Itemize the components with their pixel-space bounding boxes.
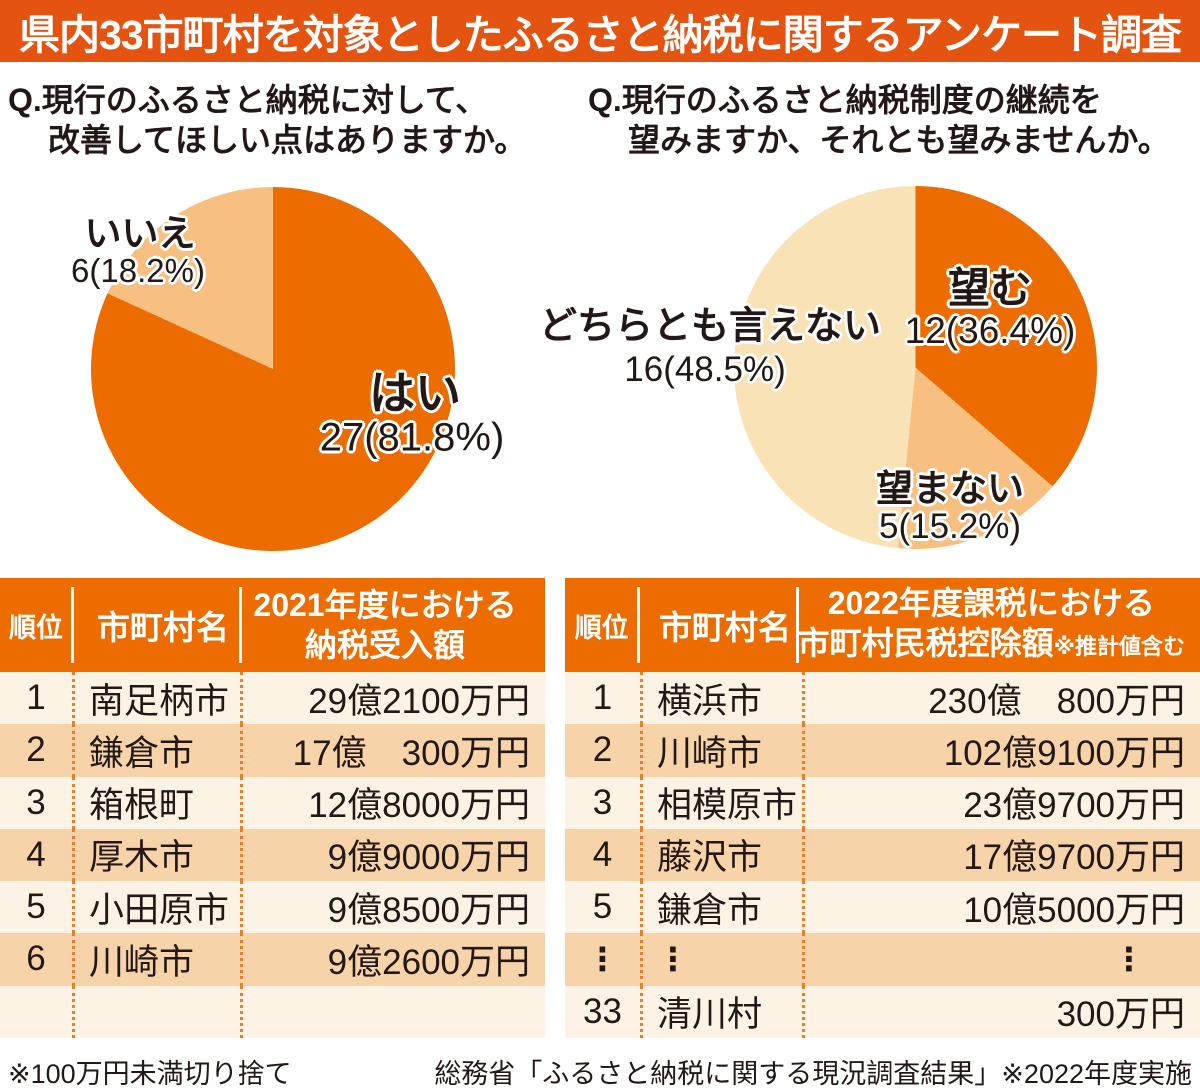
name-cell: 小田原市 <box>72 881 240 934</box>
continuation-pie <box>734 186 1097 549</box>
rank-cell: 4 <box>26 834 46 874</box>
table-row: 1 南足柄市 29億2100万円 <box>0 672 545 725</box>
table-row: 3 相模原市 23億9700万円 <box>565 776 1200 829</box>
footer-rounding-note: ※100万円未満切り捨て <box>8 1058 292 1089</box>
value-cell: 102億9100万円 <box>802 724 1200 777</box>
value-cell: 17億9700万円 <box>802 828 1200 882</box>
name-cell: 鎌倉市 <box>640 881 802 934</box>
table-2022-header-row: 順位 市町村名 2022年度課税における 市町村民税控除額※推計値含む <box>565 578 1200 672</box>
rank-header-cell: 順位 <box>9 612 63 643</box>
municipality-header-cell: 市町村名 <box>70 578 240 672</box>
page-title: 県内33市町村を対象としたふるさと納税に関するアンケート調査 <box>19 12 1182 58</box>
table-row: 3 箱根町 12億8000万円 <box>0 776 545 829</box>
value-header-line2: 納税受入額 <box>304 627 465 663</box>
rank-cell: ⋮ <box>586 941 619 978</box>
name-cell: 鎌倉市 <box>72 724 240 777</box>
question-continuation-line2: 望みますか、それとも望みませんか。 <box>628 122 1170 158</box>
table-row-continuation <box>0 985 545 1038</box>
table-2022-deductions: 順位 市町村名 2022年度課税における 市町村民税控除額※推計値含む 1 横浜… <box>565 578 1200 1038</box>
table-row: 4 藤沢市 17億9700万円 <box>565 828 1200 882</box>
rank-header-cell: 順位 <box>574 612 629 643</box>
table-row: 1 横浜市 230億 800万円 <box>565 672 1200 725</box>
table-row-ellipsis: ⋮ ⋮ ⋮ <box>565 933 1200 986</box>
municipality-header-cell: 市町村名 <box>637 578 798 672</box>
value-header-cell: 2022年度課税における 市町村民税控除額※推計値含む <box>796 578 1200 672</box>
name-cell: 横浜市 <box>640 672 802 725</box>
table-row: 2 鎌倉市 17億 300万円 <box>0 724 545 777</box>
rank-cell: 4 <box>592 834 613 874</box>
value-header-line2-main: 市町村民税控除額 <box>797 625 1054 661</box>
improvement-slice-no-label: いいえ <box>84 213 196 254</box>
rank-cell: 33 <box>583 991 622 1031</box>
question-continuation: Q.現行のふるさと納税制度の継続を 望みますか、それとも望みませんか。 <box>588 80 1200 160</box>
improvement-slice-no-value: 6(18.2%) <box>71 252 205 289</box>
value-cell <box>240 985 545 1038</box>
rank-cell: 6 <box>26 939 46 979</box>
rank-cell: 1 <box>26 678 46 718</box>
question-improvement-line2: 改善してほしい点はありますか。 <box>48 122 527 158</box>
name-cell <box>72 985 240 1038</box>
name-cell: ⋮ <box>640 933 802 986</box>
name-cell: 箱根町 <box>72 776 240 829</box>
continuation-slice-wish-value: 12(36.4%) <box>904 310 1076 351</box>
value-header-note: ※推計値含む <box>1053 634 1185 659</box>
table-row: 33 清川村 300万円 <box>565 985 1200 1038</box>
footer-source-note: 総務省「ふるさと納税に関する現況調査結果」※2022年度実施 <box>434 1058 1192 1089</box>
rank-cell: 5 <box>26 887 46 927</box>
value-header-cell: 2021年度における 納税受入額 <box>238 578 545 672</box>
value-cell: 17億 300万円 <box>240 724 545 777</box>
name-cell: 川崎市 <box>72 933 240 986</box>
rank-cell: 3 <box>26 782 46 822</box>
value-cell: 9億9000万円 <box>240 828 545 882</box>
improvement-slice-yes-label: はい <box>369 367 461 419</box>
continuation-slice-neither-label: どちらとも言えない <box>538 305 882 348</box>
table-row: 6 川崎市 9億2600万円 <box>0 933 545 986</box>
table-row: 2 川崎市 102億9100万円 <box>565 724 1200 777</box>
value-header-line1: 2022年度課税における <box>827 585 1155 621</box>
table-row: 5 小田原市 9億8500万円 <box>0 881 545 934</box>
name-cell: 藤沢市 <box>640 828 802 882</box>
name-cell: 清川村 <box>640 985 802 1038</box>
value-cell: 29億2100万円 <box>240 672 545 725</box>
question-improvement-line1: Q.現行のふるさと納税に対して、 <box>8 82 488 118</box>
name-cell: 川崎市 <box>640 724 802 777</box>
value-cell: 23億9700万円 <box>802 776 1200 829</box>
continuation-slice-wish-label: 望む <box>947 264 1033 312</box>
rank-cell: 5 <box>592 887 613 927</box>
rank-cell: 1 <box>592 678 613 718</box>
value-header-line1: 2021年度における <box>253 587 517 623</box>
name-cell: 厚木市 <box>72 828 240 882</box>
table-2021-header-row: 順位 市町村名 2021年度における 納税受入額 <box>0 578 545 672</box>
footer: ※100万円未満切り捨て 総務省「ふるさと納税に関する現況調査結果」※2022年… <box>0 1050 1200 1092</box>
name-cell: 相模原市 <box>640 776 802 829</box>
value-cell: 10億5000万円 <box>802 881 1200 934</box>
table-row: 4 厚木市 9億9000万円 <box>0 828 545 882</box>
rank-cell <box>0 986 72 1038</box>
value-cell: 230億 800万円 <box>802 672 1200 725</box>
table-2021-receipts: 順位 市町村名 2021年度における 納税受入額 1 南足柄市 29億2100万… <box>0 578 545 1038</box>
rank-cell: 3 <box>592 782 613 822</box>
question-improvement: Q.現行のふるさと納税に対して、 改善してほしい点はありますか。 <box>8 80 568 160</box>
value-cell: 9億2600万円 <box>240 933 545 986</box>
continuation-slice-nowish-value: 5(15.2%) <box>878 507 1022 546</box>
value-cell: ⋮ <box>802 933 1200 986</box>
rank-cell: 2 <box>26 730 46 770</box>
value-cell: 12億8000万円 <box>240 776 545 829</box>
rank-cell: 2 <box>592 730 613 770</box>
value-cell: 9億8500万円 <box>240 881 545 934</box>
improvement-pie <box>91 187 455 551</box>
continuation-slice-nowish-label: 望まない <box>876 468 1024 509</box>
improvement-slice-yes-value: 27(81.8%) <box>319 415 505 460</box>
title-banner: 県内33市町村を対象としたふるさと納税に関するアンケート調査 <box>0 0 1200 62</box>
name-cell: 南足柄市 <box>72 672 240 725</box>
value-cell: 300万円 <box>802 985 1200 1038</box>
value-header-line2: 市町村民税控除額※推計値含む <box>798 623 1185 667</box>
continuation-slice-neither-value: 16(48.5%) <box>624 350 786 389</box>
question-continuation-line1: Q.現行のふるさと納税制度の継続を <box>588 82 1102 118</box>
table-row: 5 鎌倉市 10億5000万円 <box>565 881 1200 934</box>
